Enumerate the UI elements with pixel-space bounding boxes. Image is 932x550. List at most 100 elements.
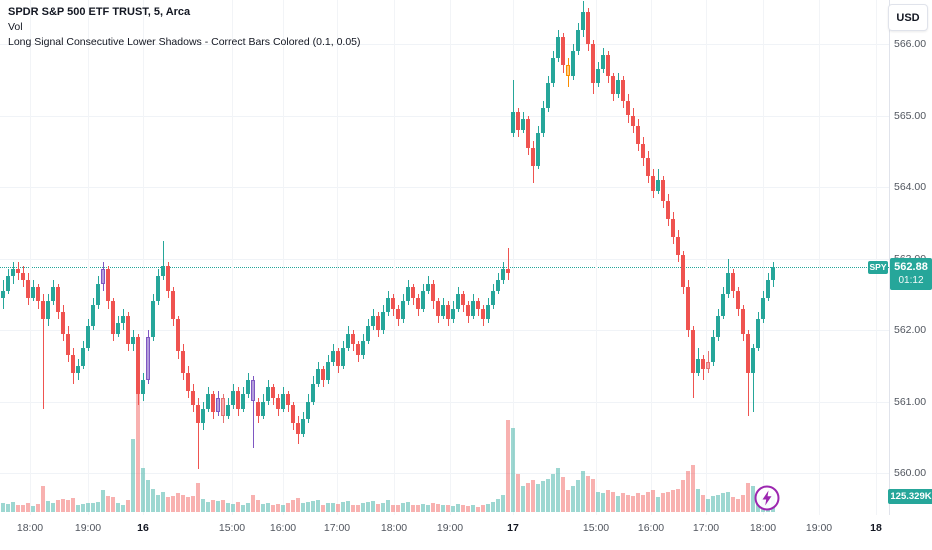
price-tick-label: 562.00 <box>894 324 927 336</box>
h-gridline <box>0 115 889 117</box>
volume-bar <box>166 497 170 512</box>
volume-bar <box>311 501 315 512</box>
time-tick-label: 17:00 <box>692 522 720 534</box>
candle <box>506 269 510 273</box>
candle <box>771 267 775 280</box>
currency-toggle-button[interactable]: USD <box>888 4 928 31</box>
candle <box>596 69 600 84</box>
volume-bar <box>16 505 20 512</box>
time-tick-label: 16:00 <box>269 522 297 534</box>
indicator-vol-label[interactable]: Vol <box>8 21 23 33</box>
volume-bar <box>291 499 295 512</box>
volume-bar <box>56 500 60 512</box>
candle <box>196 405 200 423</box>
volume-bar <box>171 496 175 512</box>
volume-bar <box>271 505 275 512</box>
volume-bar <box>221 499 225 512</box>
instant-trading-icon[interactable] <box>753 484 781 512</box>
volume-bar <box>666 491 670 512</box>
candle <box>351 333 355 345</box>
candle <box>306 401 310 420</box>
volume-bar <box>286 503 290 512</box>
candle <box>566 65 570 77</box>
volume-bar <box>741 494 745 512</box>
volume-bar <box>151 488 155 512</box>
candle <box>61 312 65 334</box>
time-tick-label: 15:00 <box>218 522 246 534</box>
volume-bar <box>11 501 15 512</box>
indicator-signal-label[interactable]: Long Signal Consecutive Lower Shadows - … <box>8 36 361 48</box>
price-axis[interactable]: 562.88 01:12 125.329K 566.00 565.00 564.00… <box>888 0 932 515</box>
candle <box>731 272 735 291</box>
volume-bar <box>521 485 525 512</box>
volume-bar <box>231 504 235 512</box>
candle <box>671 219 675 238</box>
candle <box>256 401 260 416</box>
volume-bar <box>241 504 245 512</box>
volume-bar <box>501 494 505 512</box>
h-gridline <box>0 187 889 188</box>
price-tick-label: 561.00 <box>894 395 927 408</box>
volume-bar <box>721 493 725 512</box>
v-gridline <box>232 0 233 515</box>
candle <box>121 315 125 323</box>
time-tick-label: 18:00 <box>380 522 408 534</box>
volume-bar <box>446 504 450 512</box>
time-axis[interactable]: 18:00 19:00 16 15:00 16:00 17:00 18:00 19:00 17 1… <box>0 515 932 550</box>
candle-wick <box>752 344 754 413</box>
candle <box>76 365 80 373</box>
candle <box>231 390 235 406</box>
symbol-title[interactable]: SPDR S&P 500 ETF TRUST, 5, Arca <box>8 6 191 18</box>
volume-bar <box>156 494 160 512</box>
chart-pane[interactable] <box>0 0 889 515</box>
h-gridline <box>0 401 889 403</box>
volume-bar <box>301 502 305 512</box>
volume-bar <box>746 482 750 512</box>
candle <box>691 330 695 373</box>
candle <box>686 287 690 330</box>
volume-bar <box>176 493 180 512</box>
candle-wick <box>197 397 199 470</box>
candle <box>641 144 645 159</box>
volume-bar <box>606 490 610 512</box>
last-price-badge[interactable]: 562.88 01:12 <box>890 258 932 290</box>
v-gridline <box>30 0 31 515</box>
time-tick-label: 18:00 <box>16 522 44 534</box>
volume-bar <box>496 498 500 512</box>
v-gridline <box>513 0 514 515</box>
candle <box>376 315 380 330</box>
candle <box>221 397 225 416</box>
candle <box>181 351 185 373</box>
candle-wick <box>512 79 514 137</box>
volume-bar <box>736 498 740 512</box>
candle <box>226 405 230 416</box>
candle <box>361 340 365 356</box>
candle <box>426 283 430 291</box>
candle <box>301 419 305 434</box>
volume-bar <box>466 506 470 512</box>
volume-bar <box>126 500 130 512</box>
volume-bar <box>426 504 430 512</box>
candle <box>201 408 205 423</box>
volume-bar <box>576 480 580 512</box>
volume-bar <box>716 494 720 512</box>
candle <box>251 380 255 402</box>
candle <box>416 297 420 309</box>
candle <box>101 269 105 284</box>
volume-bar <box>251 494 255 512</box>
volume-bar <box>96 501 100 512</box>
volume-bar <box>51 503 55 512</box>
symbol-tag-badge[interactable]: SPY <box>868 261 888 274</box>
volume-bar <box>371 501 375 512</box>
candle <box>666 201 670 220</box>
volume-bar <box>506 420 510 512</box>
candle <box>141 380 145 395</box>
candle <box>526 119 530 148</box>
candle <box>466 304 470 316</box>
date-tick-label: 17 <box>507 522 519 534</box>
volume-bar <box>246 503 250 512</box>
v-gridline <box>283 0 284 515</box>
volume-bar <box>81 504 85 512</box>
volume-bar <box>486 504 490 512</box>
